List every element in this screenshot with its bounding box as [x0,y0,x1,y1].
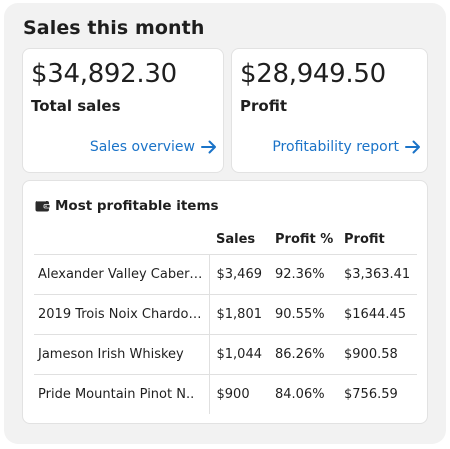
profitability-report-link[interactable]: Profitability report [272,139,421,155]
item-name: Alexander Valley Caber… [34,254,210,295]
item-profit: $900.58 [337,334,417,375]
profit-label: Profit [240,97,287,115]
item-sales: $1,801 [209,294,268,335]
total-sales-label: Total sales [31,97,121,115]
item-profit-pct: 86.26% [268,334,337,375]
column-header-item [34,225,209,255]
total-sales-card: $34,892.30 Total sales Sales overview [22,48,224,173]
item-sales: $900 [216,387,250,402]
item-name: Pride Mountain Pinot N.. [34,374,210,414]
panel-title: Sales this month [23,17,205,39]
profit-card: $28,949.50 Profit Profitability report [231,48,428,173]
column-header-profit: Profit [337,225,417,255]
sales-overview-link[interactable]: Sales overview [90,139,217,155]
item-sales: $3,469 [209,254,268,295]
table-row[interactable]: Pride Mountain Pinot N.. $900 84.06% $75… [34,374,417,414]
sales-summary-panel: Sales this month $34,892.30 Total sales … [4,3,446,444]
table-title: Most profitable items [55,198,219,214]
item-profit-pct: 92.36% [268,254,337,295]
item-name: Jameson Irish Whiskey [34,334,210,375]
item-profit-pct: 84.06% [275,387,325,402]
sales-overview-link-label: Sales overview [89,139,195,155]
items-table: Sales Profit % Profit Alexander Valley C… [34,225,417,414]
column-header-profit-pct: Profit % [268,225,337,255]
item-profit: $756.59 [344,387,398,402]
table-row[interactable]: Alexander Valley Caber… $3,469 92.36% $3… [34,254,417,295]
arrow-right-icon [201,140,216,154]
table-row[interactable]: 2019 Trois Noix Chardo… $1,801 90.55% $1… [34,294,417,335]
table-header: Most profitable items [35,198,219,214]
column-header-sales: Sales [209,225,268,255]
item-name: 2019 Trois Noix Chardo… [34,294,210,335]
arrow-right-icon [405,140,420,154]
profitability-report-link-label: Profitability report [272,139,399,155]
wallet-icon [35,200,50,212]
item-profit-pct: 90.55% [268,294,337,335]
total-sales-value: $34,892.30 [31,59,177,89]
item-profit: $3,363.41 [337,254,417,295]
item-profit: $1644.45 [337,294,417,335]
item-sales: $1,044 [209,334,268,375]
table-row[interactable]: Jameson Irish Whiskey $1,044 86.26% $900… [34,334,417,375]
table-header-row: Sales Profit % Profit [34,225,417,255]
most-profitable-items-card: Most profitable items Sales Profit % Pro… [22,180,428,424]
profit-value: $28,949.50 [240,59,386,89]
